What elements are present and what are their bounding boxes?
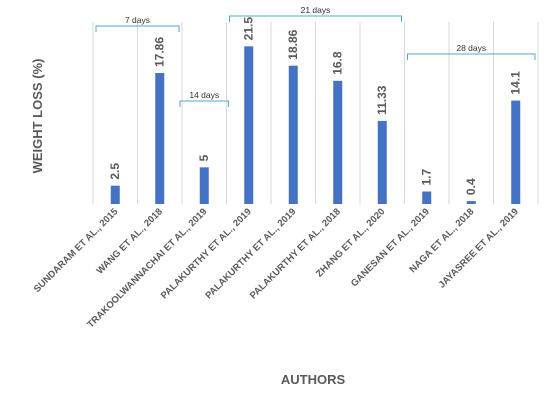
data-labels: 2.5 17.86 5 21.5 18.86 16.8 11.33 1.7 0.4 14.1 xyxy=(108,17,523,195)
x-tick-label: PALAKURTHY ET AL., 2018 xyxy=(248,206,343,301)
bar xyxy=(288,65,298,205)
data-label: 1.7 xyxy=(420,169,434,186)
annotation-bracket: 21 days xyxy=(229,5,402,22)
data-label: 18.86 xyxy=(286,29,300,59)
x-tick-label: SUNDARAM ET AL., 2015 xyxy=(32,206,121,295)
bar xyxy=(466,201,476,204)
x-tick-label: JAYASREE ET AL., 2019 xyxy=(437,206,521,290)
x-tick-label: GANESAN ET AL., 2019 xyxy=(349,206,432,289)
annotation-bracket: 28 days xyxy=(407,43,536,60)
data-label: 5 xyxy=(197,154,211,161)
bar xyxy=(511,100,521,204)
x-axis-title: AUTHORS xyxy=(281,372,346,387)
bracket-label: 7 days xyxy=(125,15,150,25)
annotation-bracket: 7 days xyxy=(95,15,180,32)
data-label: 0.4 xyxy=(464,178,478,195)
bracket-label: 21 days xyxy=(301,5,331,15)
bar xyxy=(244,46,254,205)
data-label: 16.8 xyxy=(331,51,345,75)
annotation-brackets: 7 days 14 days 21 days 28 days xyxy=(95,5,536,107)
bar xyxy=(199,167,209,204)
bar xyxy=(377,120,387,204)
bar xyxy=(155,73,165,204)
bar xyxy=(333,80,343,204)
bracket-line xyxy=(407,53,536,60)
bracket-label: 28 days xyxy=(456,43,486,53)
data-label: 11.33 xyxy=(375,85,389,115)
bracket-line xyxy=(229,15,402,22)
bracket-line xyxy=(95,25,180,32)
bar xyxy=(110,185,120,204)
data-label: 2.5 xyxy=(108,163,122,180)
bar-series xyxy=(110,46,521,205)
x-tick-label: PALAKURTHY ET AL., 2019 xyxy=(203,206,298,301)
grid-layer xyxy=(92,22,539,204)
bar xyxy=(422,191,432,204)
annotation-bracket: 14 days xyxy=(179,90,229,107)
x-tick-label: PALAKURTHY ET AL., 2019 xyxy=(159,206,254,301)
data-label: 14.1 xyxy=(509,71,523,95)
y-axis-title: WEIGHT LOSS (%) xyxy=(30,59,45,174)
bracket-label: 14 days xyxy=(189,90,219,100)
data-label: 21.5 xyxy=(242,17,256,41)
bracket-line xyxy=(179,100,229,107)
data-label: 17.86 xyxy=(153,37,167,67)
